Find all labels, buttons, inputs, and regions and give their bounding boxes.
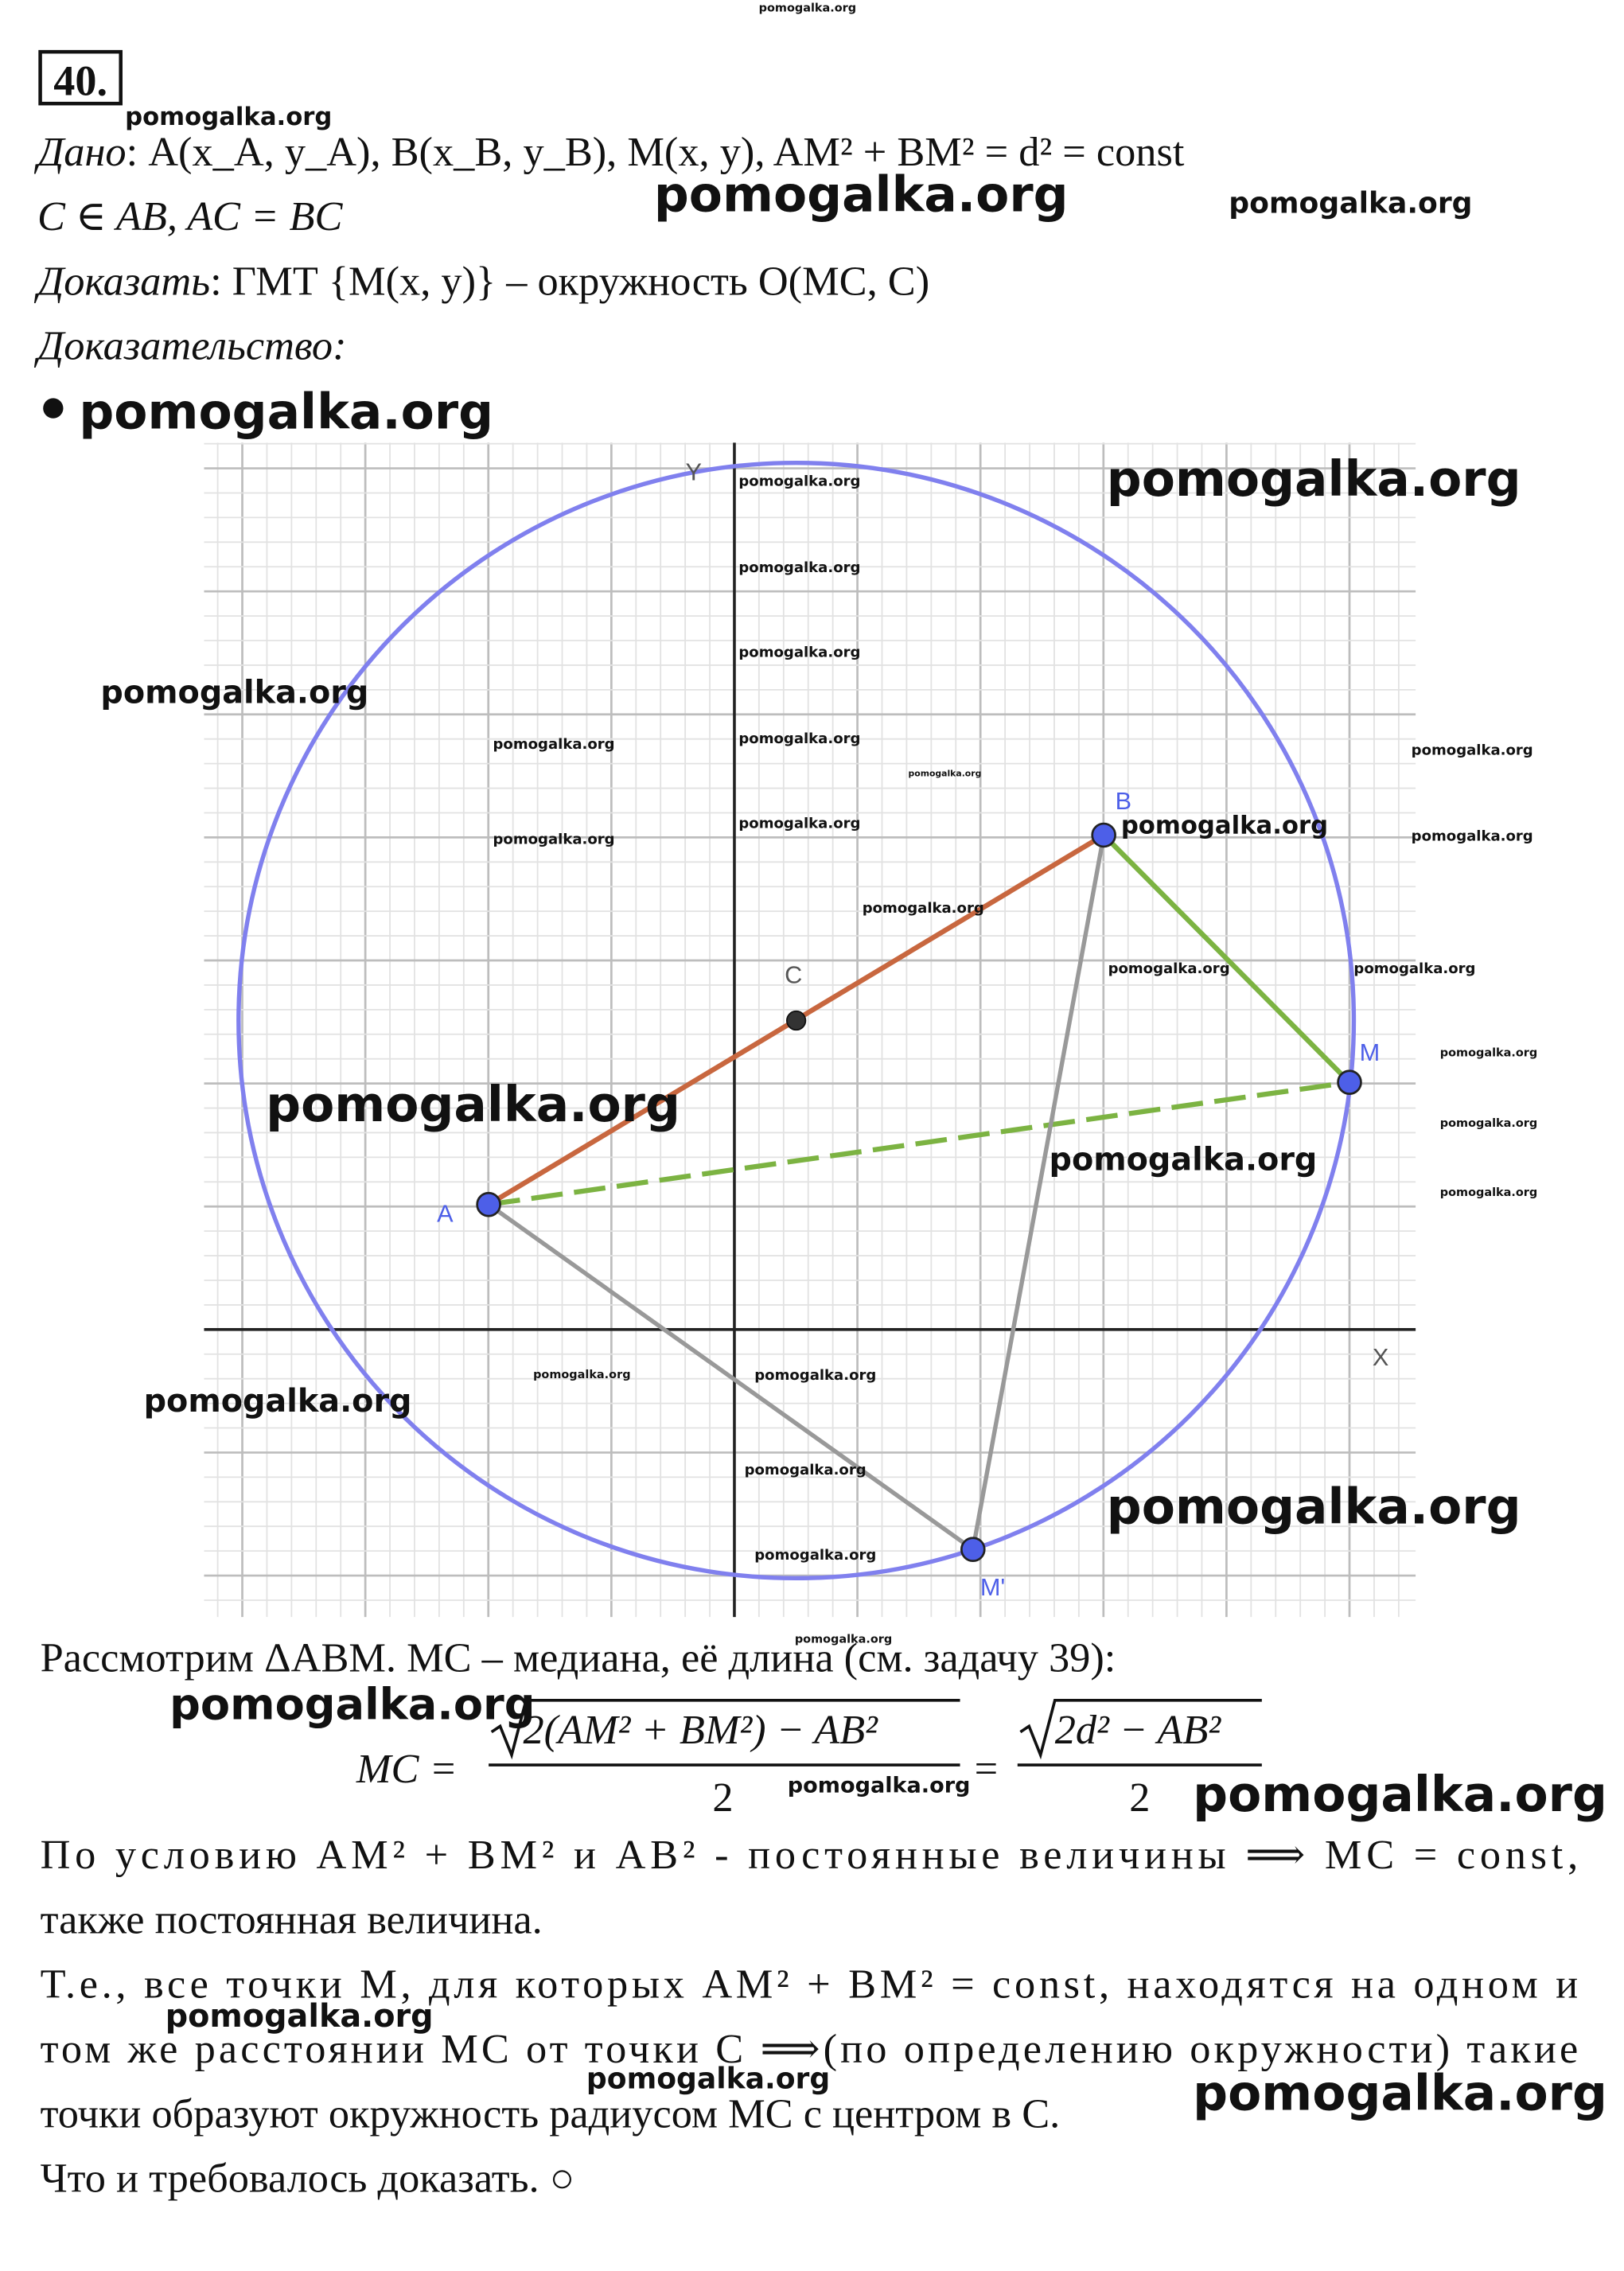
problem-number: 40.	[53, 56, 107, 104]
watermark: pomogalka.org	[1050, 1141, 1318, 1178]
given-line: Дано: A(x_A, y_A), B(x_B, y_B), M(x, y),…	[33, 129, 1185, 175]
given-line-2: C ∈ AB, AC = BC	[37, 193, 344, 240]
watermark: pomogalka.org	[1412, 828, 1533, 845]
watermark: pomogalka.org	[493, 736, 615, 753]
watermark: pomogalka.org	[745, 1462, 867, 1478]
proof-text: По условию AM² + BM² и AB² - постоянные …	[41, 1832, 1579, 2201]
proof-line: точки образуют окружность радиусом MC с …	[41, 2090, 1061, 2137]
label-m2: M'	[980, 1573, 1005, 1601]
watermark: pomogalka.org	[738, 559, 860, 576]
watermark: pomogalka.org	[1440, 1117, 1537, 1130]
watermark: pomogalka.org	[1108, 960, 1230, 977]
formula-num-2: 2d² − AB²	[1055, 1707, 1222, 1753]
point-c	[785, 1010, 807, 1031]
segment-bm	[1101, 833, 1352, 1085]
proof-line: По условию AM² + BM² и AB² - постоянные …	[41, 1832, 1579, 1878]
watermark: pomogalka.org	[533, 1369, 630, 1381]
prove-label: Доказать	[33, 258, 210, 304]
watermark: pomogalka.org	[754, 1367, 876, 1384]
proof-line: Т.е., все точки M, для которых AM² + BM²…	[41, 1961, 1579, 2008]
prove-text: : ГМТ {M(x, y)} – окружность O(MC, C)	[210, 258, 929, 304]
watermark: pomogalka.org	[166, 1998, 434, 2035]
axis-x-label: X	[1373, 1343, 1388, 1371]
segment-am2	[487, 1202, 975, 1552]
formula-den-2: 2	[1129, 1774, 1150, 1821]
watermark: pomogalka.org	[169, 1679, 535, 1729]
given-text: : A(x_A, y_A), B(x_B, y_B), M(x, y), AM²…	[127, 129, 1185, 175]
watermark: pomogalka.org	[738, 645, 860, 661]
watermark: pomogalka.org	[1440, 1186, 1537, 1199]
grid	[204, 442, 1416, 1618]
watermark: pomogalka.org	[79, 384, 493, 440]
watermark: pomogalka.org	[1353, 960, 1475, 977]
watermark: pomogalka.org	[738, 730, 860, 747]
formula-num-1: 2(AM² + BM²) − AB²	[523, 1707, 878, 1753]
proof-line: том же расстоянии MC от точки C ⟹(по опр…	[41, 2026, 1579, 2072]
watermark: pomogalka.org	[1412, 742, 1533, 758]
point-b	[1091, 822, 1116, 848]
watermark: pomogalka.org	[1193, 1767, 1607, 1823]
label-a: A	[437, 1199, 454, 1227]
formula-lhs: MC =	[356, 1746, 458, 1792]
bullet	[43, 398, 64, 419]
proof-line: Рассмотрим ΔABM. MC – медиана, её длина …	[41, 1635, 1116, 1681]
watermark: pomogalka.org	[1229, 185, 1472, 220]
label-b: B	[1116, 787, 1131, 815]
point-m	[1337, 1069, 1362, 1095]
proof-line: Что и требовалось доказать. ○	[41, 2156, 575, 2202]
given-label: Дано	[33, 129, 127, 175]
figure: Y X A B C M M'	[236, 458, 1388, 1601]
watermark: pomogalka.org	[788, 1773, 971, 1798]
watermark: pomogalka.org	[125, 103, 332, 131]
watermark: pomogalka.org	[586, 2062, 830, 2096]
formula-den-1: 2	[712, 1774, 733, 1821]
watermark: pomogalka.org	[1121, 812, 1328, 840]
segment-am	[488, 1080, 1350, 1207]
axis-y-label: Y	[686, 458, 702, 485]
watermark: pomogalka.org	[654, 167, 1069, 224]
watermark: pomogalka.org	[759, 2, 856, 15]
point-a	[476, 1191, 501, 1217]
formula-eq: =	[975, 1746, 999, 1792]
proof-label: Доказательство:	[33, 323, 347, 369]
watermark: pomogalka.org	[1107, 451, 1521, 508]
watermark: pomogalka.org	[100, 674, 368, 711]
radical	[1019, 1699, 1262, 1760]
watermark: pomogalka.org	[754, 1547, 876, 1564]
segment-bm2	[971, 835, 1106, 1550]
watermarks: pomogalka.org pomogalka.org pomogalka.org p…	[79, 2, 1607, 2122]
number-box	[38, 49, 123, 106]
radical	[490, 1699, 960, 1760]
proof-line: также постоянная величина.	[41, 1896, 543, 1942]
watermark: pomogalka.org	[795, 1634, 892, 1646]
watermark: pomogalka.org	[863, 900, 984, 917]
label-c: C	[785, 961, 802, 989]
watermark: pomogalka.org	[144, 1383, 412, 1420]
point-m2	[960, 1537, 986, 1562]
label-m: M	[1360, 1038, 1381, 1066]
formula: MC = 2(AM² + BM²) − AB² 2 = 2d² − AB² 2	[356, 1699, 1262, 1821]
prove-line: Доказать: ГМТ {M(x, y)} – окружность O(M…	[33, 258, 929, 304]
watermark: pomogalka.org	[909, 768, 982, 778]
watermark: pomogalka.org	[266, 1077, 680, 1133]
watermark: pomogalka.org	[738, 473, 860, 490]
watermark: pomogalka.org	[1193, 2066, 1607, 2122]
watermark: pomogalka.org	[1440, 1047, 1537, 1060]
watermark: pomogalka.org	[738, 815, 860, 832]
watermark: pomogalka.org	[1107, 1479, 1521, 1536]
watermark: pomogalka.org	[493, 831, 615, 847]
circle	[236, 460, 1357, 1581]
